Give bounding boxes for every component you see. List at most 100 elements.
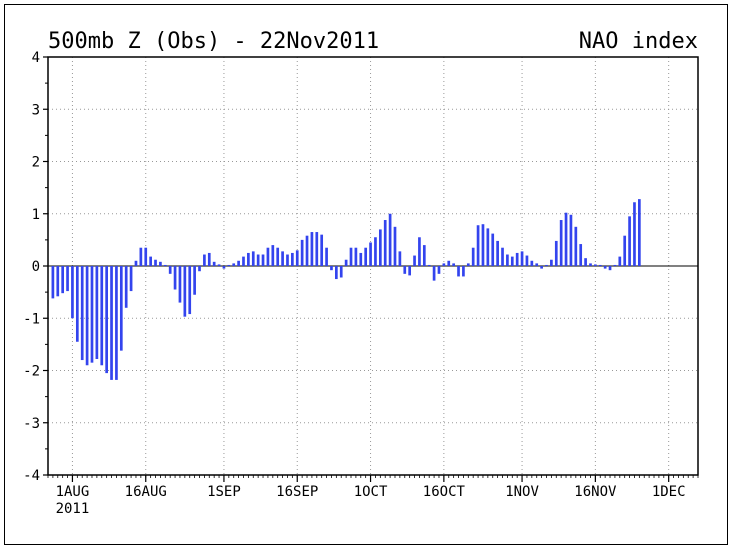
bar xyxy=(105,266,108,374)
bar xyxy=(383,220,387,266)
bar xyxy=(227,264,231,266)
y-tick-label: -4 xyxy=(23,468,40,484)
bar xyxy=(535,263,539,266)
bar xyxy=(66,266,69,292)
bar xyxy=(232,263,236,266)
bar xyxy=(525,255,529,266)
bar xyxy=(422,245,426,266)
bar xyxy=(251,251,255,266)
y-tick-label: -3 xyxy=(23,416,40,432)
bar xyxy=(520,251,524,266)
bar xyxy=(388,213,392,266)
bar xyxy=(256,254,260,266)
bar xyxy=(579,244,583,266)
bar xyxy=(481,224,485,266)
bar xyxy=(359,252,363,266)
x-tick-label: 1OCT xyxy=(354,484,388,500)
y-tick-label: 0 xyxy=(32,259,40,275)
bar xyxy=(90,266,94,363)
chart-title: 500mb Z (Obs) - 22Nov2011 xyxy=(48,29,379,54)
bar xyxy=(623,235,627,266)
bar xyxy=(530,260,534,266)
bar xyxy=(315,232,319,266)
y-tick-label: 3 xyxy=(32,102,40,118)
bar xyxy=(603,266,607,269)
bars xyxy=(51,199,641,380)
y-tick-label: 4 xyxy=(32,50,40,66)
x-tick-label: 1SEP xyxy=(207,484,241,500)
bar xyxy=(510,256,514,266)
bar xyxy=(598,264,602,266)
bar xyxy=(330,266,333,271)
bar xyxy=(247,252,250,266)
x-tick-label: 1NOV xyxy=(505,484,539,500)
bar xyxy=(564,212,568,266)
bar xyxy=(134,260,138,266)
bar xyxy=(584,258,587,266)
bar xyxy=(437,266,441,274)
bar xyxy=(56,266,60,297)
bar xyxy=(638,199,641,266)
bar xyxy=(540,266,543,269)
bar xyxy=(119,266,123,351)
bar xyxy=(261,254,265,266)
bar xyxy=(173,266,177,290)
bar xyxy=(378,229,382,266)
bar xyxy=(188,266,192,315)
bar xyxy=(80,266,84,361)
bar xyxy=(466,263,470,266)
bar xyxy=(418,237,421,266)
bar xyxy=(413,255,416,266)
y-tick-label: 2 xyxy=(32,155,40,171)
bar xyxy=(554,240,558,266)
chart-title-right: NAO index xyxy=(579,29,698,54)
tick-marks xyxy=(43,56,699,482)
bar xyxy=(452,263,455,266)
bar xyxy=(295,250,299,266)
bar xyxy=(144,247,148,266)
bar xyxy=(85,266,89,366)
bar xyxy=(286,254,289,266)
x-tick-sublabel: 2011 xyxy=(56,501,90,517)
bar xyxy=(393,226,397,266)
bar xyxy=(310,232,314,266)
bar xyxy=(242,256,245,266)
bar xyxy=(276,247,280,266)
y-tick-label: -1 xyxy=(23,311,40,327)
y-tick-label: 1 xyxy=(32,207,40,223)
bar xyxy=(501,247,504,266)
bar xyxy=(217,264,221,266)
bar xyxy=(212,261,216,266)
bar xyxy=(442,263,446,266)
bar xyxy=(589,263,592,266)
bar xyxy=(486,228,490,266)
x-tick-label: 1DEC xyxy=(652,484,686,500)
bar xyxy=(364,247,368,266)
bar xyxy=(61,266,65,294)
bar xyxy=(408,266,411,276)
bar xyxy=(178,266,182,303)
bar xyxy=(266,247,270,266)
bar xyxy=(427,264,431,266)
bar xyxy=(203,254,206,266)
bar xyxy=(432,266,436,281)
bar xyxy=(545,264,548,266)
bar xyxy=(491,233,495,266)
bar xyxy=(462,266,465,277)
bar xyxy=(168,266,172,274)
bar xyxy=(305,235,309,266)
bar xyxy=(271,245,275,266)
bar xyxy=(159,261,162,266)
bar xyxy=(281,251,284,266)
bar xyxy=(633,202,636,266)
bar xyxy=(608,266,612,271)
bar xyxy=(139,247,143,266)
bar xyxy=(398,251,402,266)
bar xyxy=(95,266,99,359)
bar xyxy=(403,266,407,274)
bar xyxy=(325,247,328,266)
bar xyxy=(222,266,226,269)
bar xyxy=(447,260,451,266)
